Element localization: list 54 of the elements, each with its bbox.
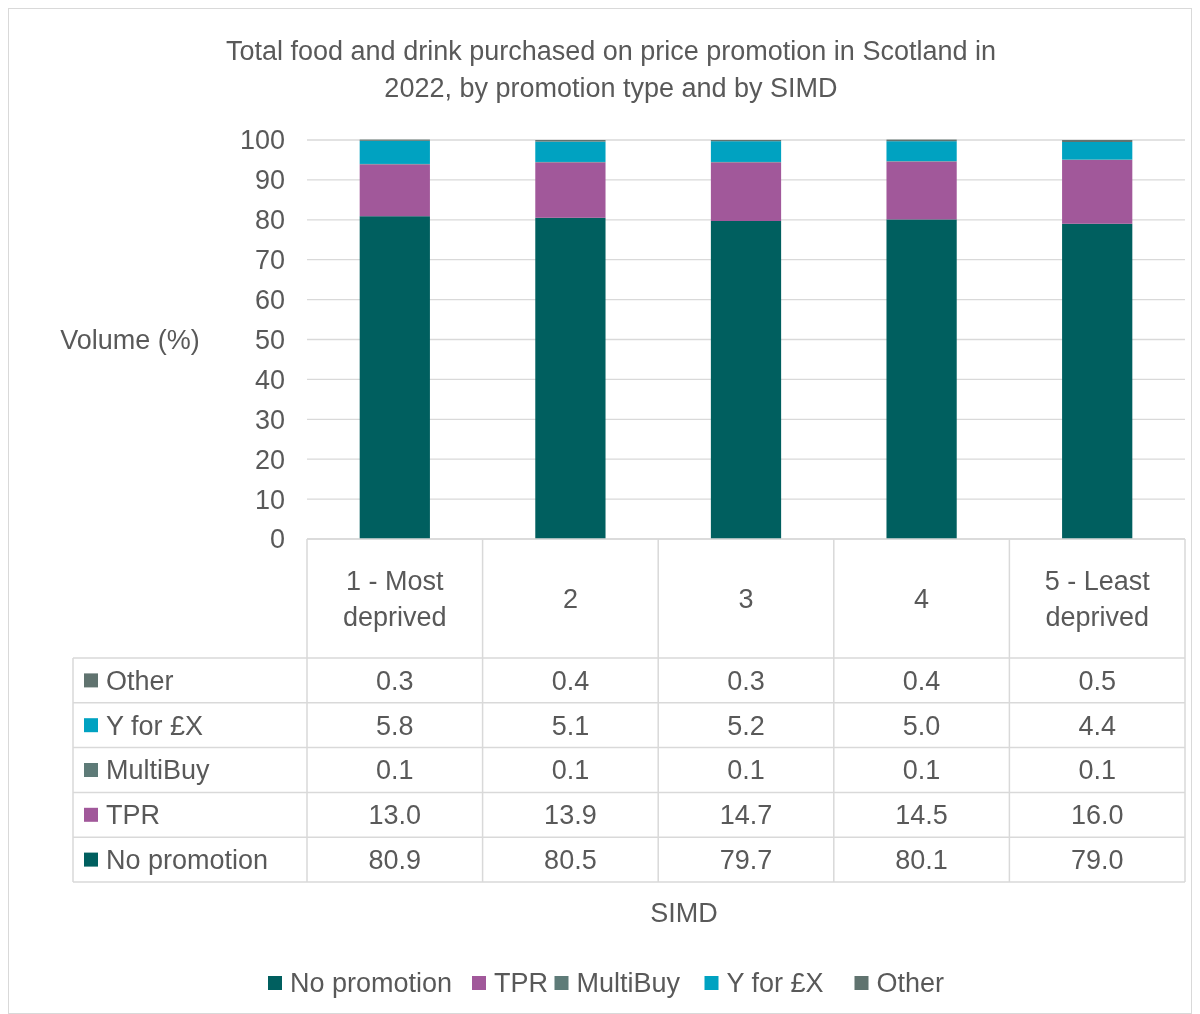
y-tick-label: 90: [254, 165, 285, 196]
data-label: 0.1: [902, 755, 941, 786]
data-label: 0.4: [551, 665, 590, 696]
data-label: 0.1: [551, 755, 590, 786]
legend-label: Other: [106, 665, 174, 696]
y-tick-label: 30: [254, 404, 285, 435]
data-label: 79.7: [719, 845, 773, 876]
chart-title: Total food and drink purchased on price promotion in Scotland in 2022, by promotion type and by SIMD: [226, 36, 996, 103]
legend-label: TPR: [106, 800, 160, 831]
x-tick-label: 3: [738, 583, 754, 614]
y-tick-label: 70: [254, 245, 285, 276]
data-label: 4.4: [1078, 710, 1116, 741]
x-tick-label: 2: [562, 583, 578, 614]
data-label: 0.4: [902, 665, 941, 696]
text: No promotion: [290, 968, 453, 999]
legend-label: No promotion: [106, 845, 269, 876]
data-label: 0.3: [376, 665, 414, 696]
y-tick-label: 50: [254, 324, 285, 355]
data-label: 5.8: [376, 710, 414, 741]
y-tick-label: 0: [269, 524, 285, 555]
data-label: 80.5: [544, 845, 597, 876]
data-label: 80.9: [368, 845, 422, 876]
x-tick-label: 4: [914, 583, 930, 614]
x-tick-label: 5 - Least deprived: [1044, 565, 1151, 632]
data-label: 14.5: [895, 800, 948, 831]
data-label: 0.1: [727, 755, 765, 786]
data-label: 0.1: [376, 755, 414, 786]
text: MultiBuy: [576, 968, 681, 999]
y-tick-label: 60: [254, 285, 285, 316]
text: Other: [876, 968, 945, 999]
legend-label: Y for £X: [106, 710, 204, 741]
text: SIMD: [650, 898, 718, 928]
data-label: 0.1: [1078, 755, 1116, 786]
data-label: 14.7: [719, 800, 773, 831]
y-tick-label: 10: [254, 484, 285, 515]
y-axis-title: Volume (%): [60, 324, 200, 355]
y-tick-label: 40: [254, 364, 285, 395]
data-label: 5.0: [902, 710, 941, 741]
data-label: 5.2: [727, 710, 765, 741]
y-tick-label: 100: [239, 125, 285, 156]
data-label: 5.1: [551, 710, 590, 741]
text: TPR: [494, 968, 548, 999]
data-label: 80.1: [895, 845, 948, 876]
data-label: 0.3: [727, 665, 765, 696]
legend-label: MultiBuy: [106, 755, 211, 786]
data-label: 0.5: [1078, 665, 1116, 696]
y-tick-label: 80: [254, 205, 285, 236]
text: Y for £X: [726, 968, 824, 999]
data-label: 13.9: [544, 800, 597, 831]
y-tick-label: 20: [254, 444, 285, 475]
data-label: 79.0: [1070, 845, 1124, 876]
data-label: 16.0: [1070, 800, 1124, 831]
x-tick-label: 1 - Most deprived: [343, 565, 447, 632]
data-label: 13.0: [368, 800, 422, 831]
